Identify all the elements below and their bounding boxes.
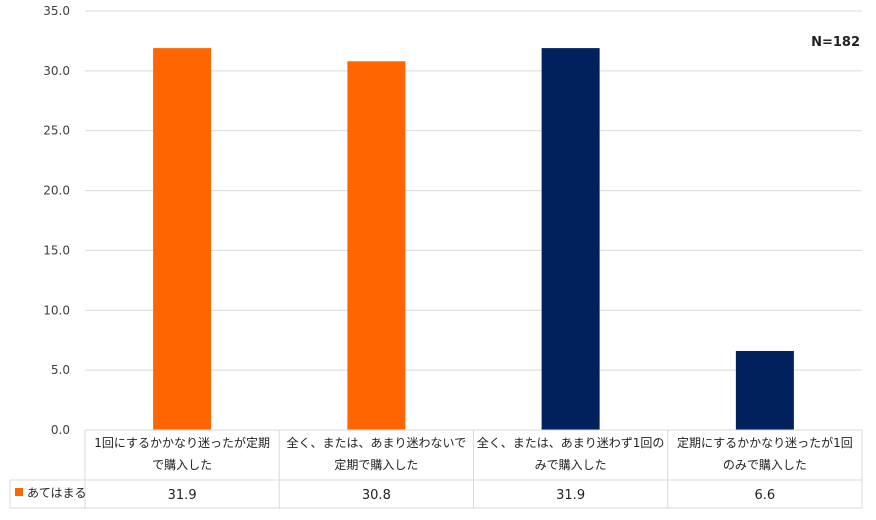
grid	[85, 10, 862, 431]
category-label: 定期で購入した	[334, 457, 418, 472]
category-label: で購入した	[152, 458, 212, 472]
bar	[153, 48, 212, 431]
category-label: 全く、または、あまり迷わず1回の	[477, 435, 665, 450]
category-label: 全く、または、あまり迷わないで	[287, 435, 467, 450]
y-tick-label: 10.0	[43, 303, 70, 317]
category-label: 1回にするかかなり迷ったが定期	[94, 435, 270, 450]
y-tick-label: 25.0	[43, 124, 70, 138]
y-tick-label: 0.0	[51, 423, 70, 437]
bar	[735, 350, 794, 430]
legend-label: あてはまる	[27, 486, 87, 500]
bar	[347, 61, 406, 430]
data-label: 30.8	[362, 488, 391, 503]
legend-swatch	[15, 488, 23, 496]
y-tick-label: 20.0	[43, 184, 70, 198]
sample-size-note: N=182	[811, 35, 860, 50]
y-axis: 0.0 5.0 10.0 15.0 20.0 25.0 30.0 35.0	[43, 4, 70, 437]
data-label: 6.6	[755, 488, 776, 503]
bars	[153, 48, 794, 431]
category-label: のみで購入した	[723, 458, 807, 472]
data-label: 31.9	[168, 488, 197, 503]
y-tick-label: 15.0	[43, 243, 70, 257]
bar	[541, 48, 600, 431]
data-label: 31.9	[556, 488, 585, 503]
y-tick-label: 30.0	[43, 64, 70, 78]
y-tick-label: 35.0	[43, 4, 70, 18]
category-label: みで購入した	[535, 458, 607, 472]
y-tick-label: 5.0	[51, 363, 70, 377]
category-label: 定期にするかかなり迷ったが1回	[677, 435, 853, 450]
